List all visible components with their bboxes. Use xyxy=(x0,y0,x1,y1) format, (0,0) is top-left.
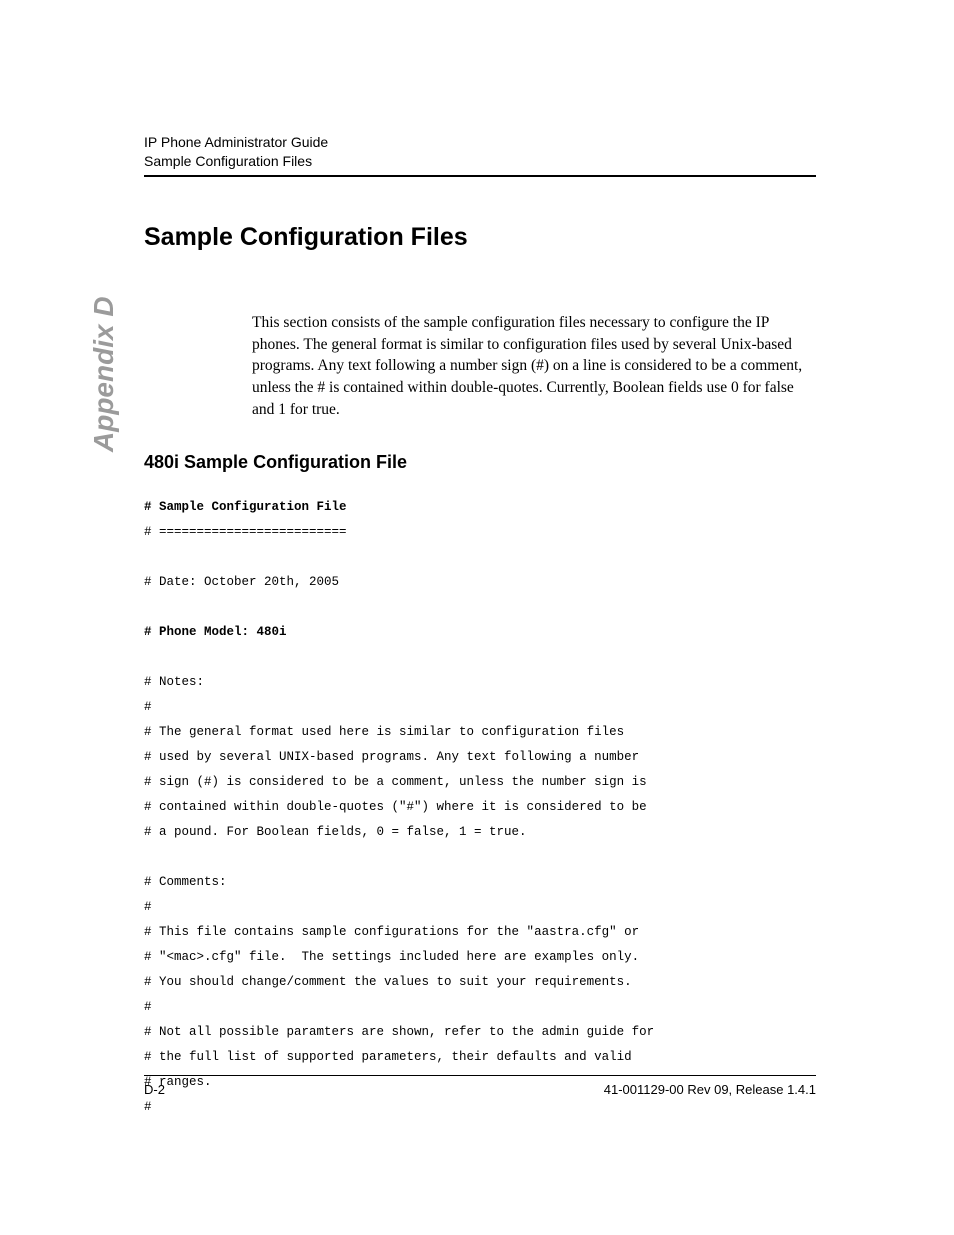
code-line: # xyxy=(144,1100,152,1114)
intro-paragraph: This section consists of the sample conf… xyxy=(252,312,816,420)
code-line: # Phone Model: 480i xyxy=(144,625,287,639)
code-line: # You should change/comment the values t… xyxy=(144,975,632,989)
code-line: # xyxy=(144,700,152,714)
page-content: IP Phone Administrator Guide Sample Conf… xyxy=(144,134,816,1120)
code-line: # Comments: xyxy=(144,875,227,889)
side-tab-text: Appendix D xyxy=(88,296,119,452)
code-line: # xyxy=(144,1000,159,1014)
page-footer: D-2 41-001129-00 Rev 09, Release 1.4.1 xyxy=(144,1075,816,1097)
header-line-2: Sample Configuration Files xyxy=(144,153,816,169)
config-code-block: # Sample Configuration File # ==========… xyxy=(144,495,816,1120)
code-line: # a pound. For Boolean fields, 0 = false… xyxy=(144,825,527,839)
code-line: # Sample Configuration File xyxy=(144,500,347,514)
code-line: # used by several UNIX-based programs. A… xyxy=(144,750,639,764)
code-line: # Notes: xyxy=(144,675,204,689)
code-line: # xyxy=(144,900,152,914)
code-line: # Date: October 20th, 2005 xyxy=(144,575,339,589)
code-line: # the full list of supported parameters,… xyxy=(144,1050,639,1064)
header-line-1: IP Phone Administrator Guide xyxy=(144,134,816,150)
code-line: # sign (#) is considered to be a comment… xyxy=(144,775,647,789)
section-title: Sample Configuration Files xyxy=(144,223,816,252)
code-line: # contained within double-quotes ("#") w… xyxy=(144,800,647,814)
code-line: # "<mac>.cfg" file. The settings include… xyxy=(144,950,639,964)
code-line: # The general format used here is simila… xyxy=(144,725,624,739)
subsection-title: 480i Sample Configuration File xyxy=(144,452,816,473)
page-header: IP Phone Administrator Guide Sample Conf… xyxy=(144,134,816,177)
side-tab-label: Appendix D xyxy=(88,74,120,230)
code-line: # Not all possible paramters are shown, … xyxy=(144,1025,654,1039)
code-line: # This file contains sample configuratio… xyxy=(144,925,639,939)
footer-page-number: D-2 xyxy=(144,1082,165,1097)
footer-doc-id: 41-001129-00 Rev 09, Release 1.4.1 xyxy=(604,1082,816,1097)
code-line: # ========================= xyxy=(144,525,347,539)
